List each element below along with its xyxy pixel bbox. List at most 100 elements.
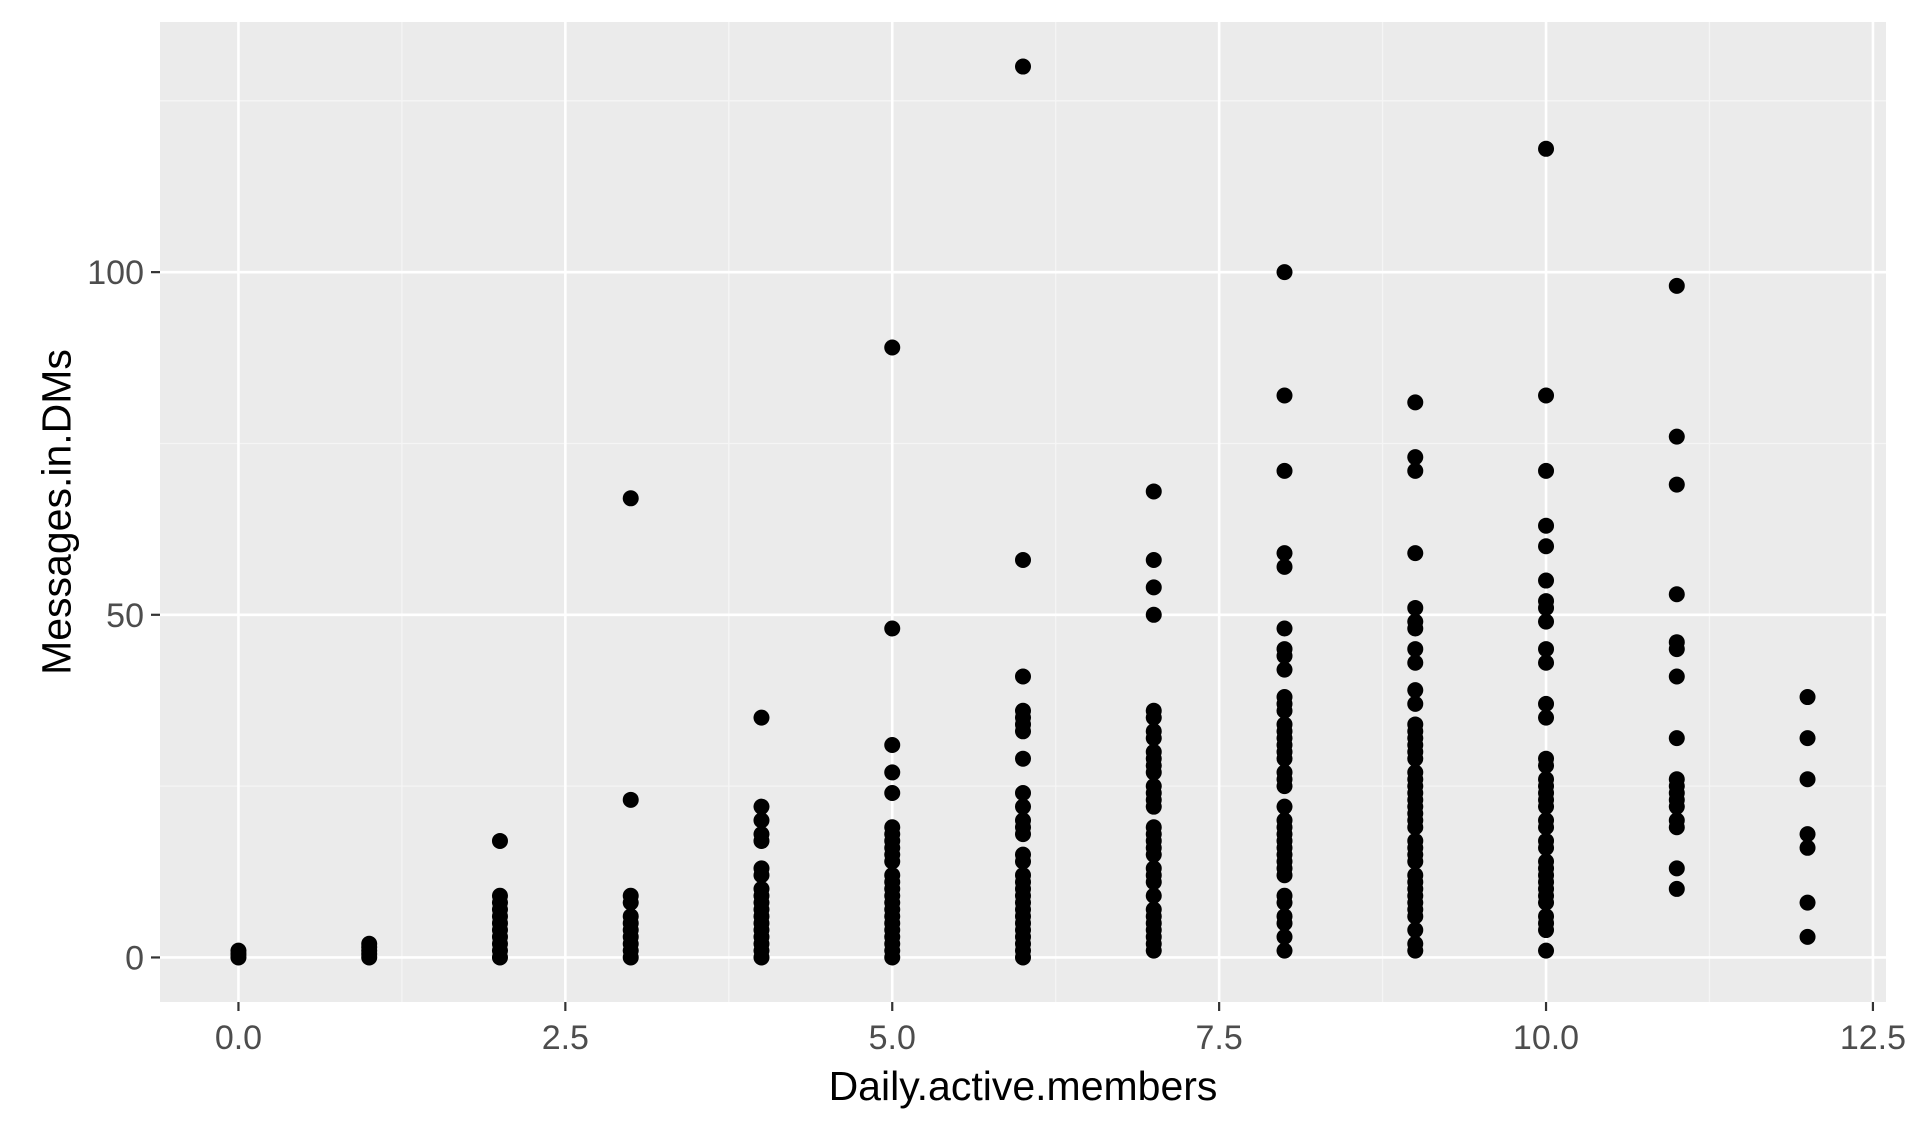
data-point [1145, 483, 1162, 500]
data-point [1015, 58, 1031, 75]
data-point [1015, 867, 1031, 884]
data-point [1538, 387, 1555, 404]
data-point [1668, 880, 1685, 897]
data-point [1015, 551, 1031, 568]
data-point [884, 867, 901, 884]
data-point [1538, 517, 1555, 534]
data-point [1799, 894, 1816, 911]
y-tick-label: 50 [106, 597, 144, 635]
data-point [1407, 654, 1424, 671]
data-point [622, 908, 639, 925]
data-point [1276, 716, 1293, 733]
data-point [1407, 922, 1424, 939]
data-point [1276, 887, 1293, 904]
data-point [1538, 538, 1555, 555]
data-point [1276, 558, 1293, 575]
data-point [622, 490, 639, 507]
x-axis-tick-labels: 0.0 2.5 5.0 7.5 10.0 12.5 [215, 1019, 1906, 1057]
data-point [1015, 668, 1031, 685]
data-point [1276, 908, 1293, 925]
data-point [1407, 599, 1424, 616]
data-point [1015, 784, 1031, 801]
data-point [1407, 545, 1424, 562]
data-point [1538, 771, 1555, 788]
data-points [230, 58, 1816, 966]
data-point [1668, 730, 1685, 747]
data-point [1145, 778, 1162, 795]
data-point [1538, 462, 1555, 479]
x-tick-label: 7.5 [1196, 1019, 1243, 1057]
data-point [1538, 572, 1555, 589]
x-tick-label: 12.5 [1840, 1019, 1906, 1057]
data-point [1407, 935, 1424, 952]
x-tick-label: 0.0 [215, 1019, 262, 1057]
data-point [1145, 901, 1162, 918]
data-point [1538, 832, 1555, 849]
data-point [1276, 264, 1293, 281]
data-point [1668, 771, 1685, 788]
data-point [1538, 908, 1555, 925]
data-point [1538, 942, 1555, 959]
data-point [1668, 428, 1685, 445]
data-point [1276, 661, 1293, 678]
data-point [1668, 476, 1685, 493]
data-point [1015, 846, 1031, 863]
data-point [1145, 819, 1162, 836]
data-point [1145, 579, 1162, 596]
y-tick-label: 100 [87, 254, 144, 292]
data-point [1799, 928, 1816, 945]
x-tick-label: 10.0 [1513, 1019, 1579, 1057]
data-point [1799, 839, 1816, 856]
data-point [1276, 545, 1293, 562]
data-point [1799, 826, 1816, 843]
data-point [884, 620, 901, 637]
data-point [753, 826, 770, 843]
data-point [361, 935, 378, 952]
data-point [753, 798, 770, 815]
data-point [1668, 586, 1685, 603]
data-point [491, 832, 508, 849]
data-point [1276, 928, 1293, 945]
data-point [1276, 620, 1293, 637]
data-point [1015, 750, 1031, 767]
data-point [1145, 743, 1162, 760]
data-point [1276, 798, 1293, 815]
data-point [1668, 812, 1685, 829]
data-point [1145, 551, 1162, 568]
data-point [1538, 140, 1555, 157]
data-point [1145, 887, 1162, 904]
data-point [1538, 654, 1555, 671]
data-point [1407, 695, 1424, 712]
data-point [1538, 641, 1555, 658]
data-point [884, 784, 901, 801]
data-point [1538, 695, 1555, 712]
data-point [1407, 682, 1424, 699]
data-point [1276, 764, 1293, 781]
data-point [1015, 798, 1031, 815]
x-axis-title: Daily.active.members [829, 1063, 1218, 1109]
data-point [1145, 860, 1162, 877]
data-point [1407, 716, 1424, 733]
data-point [1145, 702, 1162, 719]
data-point [753, 880, 770, 897]
data-point [753, 860, 770, 877]
data-point [884, 339, 901, 356]
data-point [622, 791, 639, 808]
y-axis-tick-labels: 0 50 100 [87, 254, 144, 977]
data-point [1407, 641, 1424, 658]
data-point [1407, 394, 1424, 411]
data-point [884, 764, 901, 781]
data-point [1538, 613, 1555, 630]
data-point [622, 887, 639, 904]
data-point [1015, 812, 1031, 829]
data-point [1668, 634, 1685, 651]
data-point [1799, 771, 1816, 788]
x-tick-label: 2.5 [542, 1019, 589, 1057]
data-point [1668, 668, 1685, 685]
data-point [1407, 462, 1424, 479]
data-point [1799, 689, 1816, 706]
data-point [1276, 812, 1293, 829]
data-point [1407, 613, 1424, 630]
data-point [230, 942, 247, 959]
